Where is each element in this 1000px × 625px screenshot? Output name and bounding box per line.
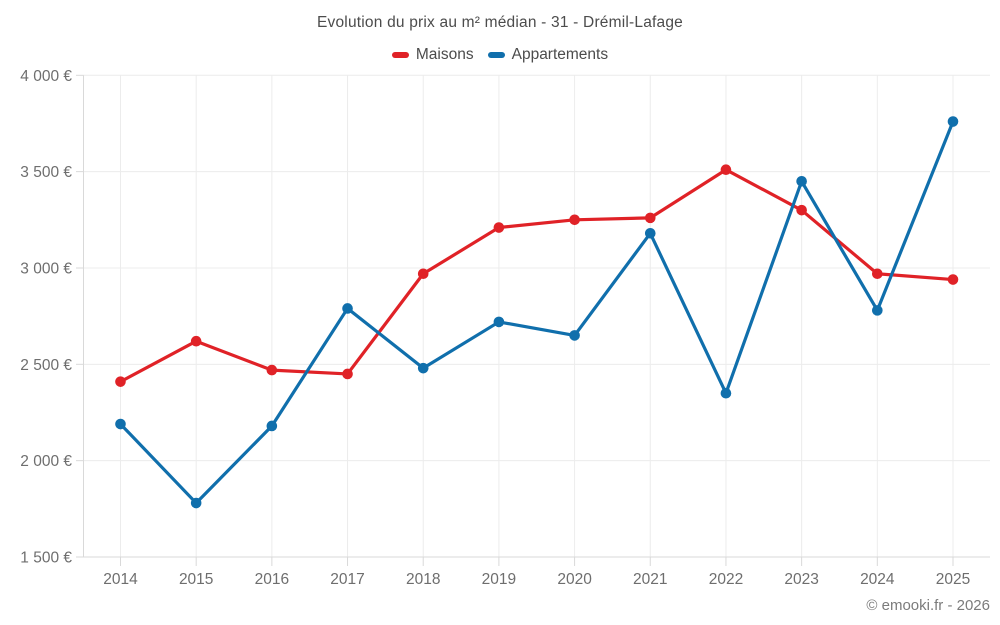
data-point-appartements-2016: [266, 420, 278, 432]
x-tick-label: 2017: [330, 571, 364, 588]
chart-title: Evolution du prix au m² médian - 31 - Dr…: [317, 14, 683, 31]
data-point-appartements-2019: [493, 316, 505, 328]
data-point-maisons-2019: [493, 222, 505, 233]
data-point-maisons-2018: [417, 268, 429, 280]
y-tick-label: 2 000 €: [20, 453, 72, 470]
x-tick-label: 2023: [784, 571, 818, 588]
data-point-maisons-2020: [569, 214, 580, 226]
x-tick-label: 2018: [406, 571, 440, 588]
x-tick-label: 2022: [709, 571, 743, 588]
x-tick-label: 2019: [482, 571, 516, 588]
y-tick-label: 4 000 €: [20, 68, 72, 85]
data-point-maisons-2022: [720, 164, 732, 176]
data-point-appartements-2014: [115, 418, 126, 430]
data-point-maisons-2024: [872, 268, 883, 280]
data-point-appartements-2017: [342, 303, 353, 314]
legend-item-maisons[interactable]: Maisons: [391, 46, 474, 64]
x-tick-label: 2014: [103, 571, 138, 588]
data-point-maisons-2023: [796, 204, 807, 216]
y-tick-label: 1 500 €: [20, 550, 72, 567]
x-tick-label: 2025: [936, 571, 970, 588]
data-point-maisons-2016: [266, 364, 278, 376]
data-point-maisons-2025: [947, 274, 959, 285]
data-point-appartements-2021: [644, 227, 656, 239]
legend-label-appartements: Appartements: [511, 46, 609, 63]
attribution-text: © emooki.fr - 2026: [866, 597, 990, 614]
data-point-maisons-2021: [644, 212, 656, 224]
data-point-appartements-2020: [569, 330, 580, 341]
data-point-appartements-2025: [947, 116, 959, 127]
series-line-maisons: [118, 168, 955, 384]
data-point-appartements-2022: [720, 387, 732, 399]
x-tick-label: 2024: [860, 571, 895, 588]
x-tick-label: 2016: [255, 571, 289, 588]
data-point-appartements-2018: [417, 362, 429, 374]
data-point-appartements-2015: [190, 497, 202, 509]
y-tick-label: 3 500 €: [20, 164, 72, 181]
legend-item-appartements[interactable]: Appartements: [487, 46, 609, 64]
y-tick-label: 2 500 €: [20, 357, 72, 374]
data-point-appartements-2023: [796, 175, 807, 187]
data-point-maisons-2017: [342, 368, 353, 380]
legend-swatch-maisons: [391, 52, 409, 58]
data-point-appartements-2024: [872, 305, 883, 316]
legend-swatch-appartements: [487, 52, 505, 58]
x-tick-label: 2021: [633, 571, 667, 588]
chart-legend: Maisons Appartements: [0, 46, 1000, 64]
data-point-maisons-2015: [190, 335, 202, 347]
x-tick-label: 2015: [179, 571, 213, 588]
x-tick-label: 2020: [557, 571, 592, 588]
series-line-appartements: [118, 119, 955, 505]
legend-label-maisons: Maisons: [415, 46, 474, 63]
y-tick-label: 3 000 €: [20, 260, 72, 277]
data-point-maisons-2014: [115, 376, 126, 387]
